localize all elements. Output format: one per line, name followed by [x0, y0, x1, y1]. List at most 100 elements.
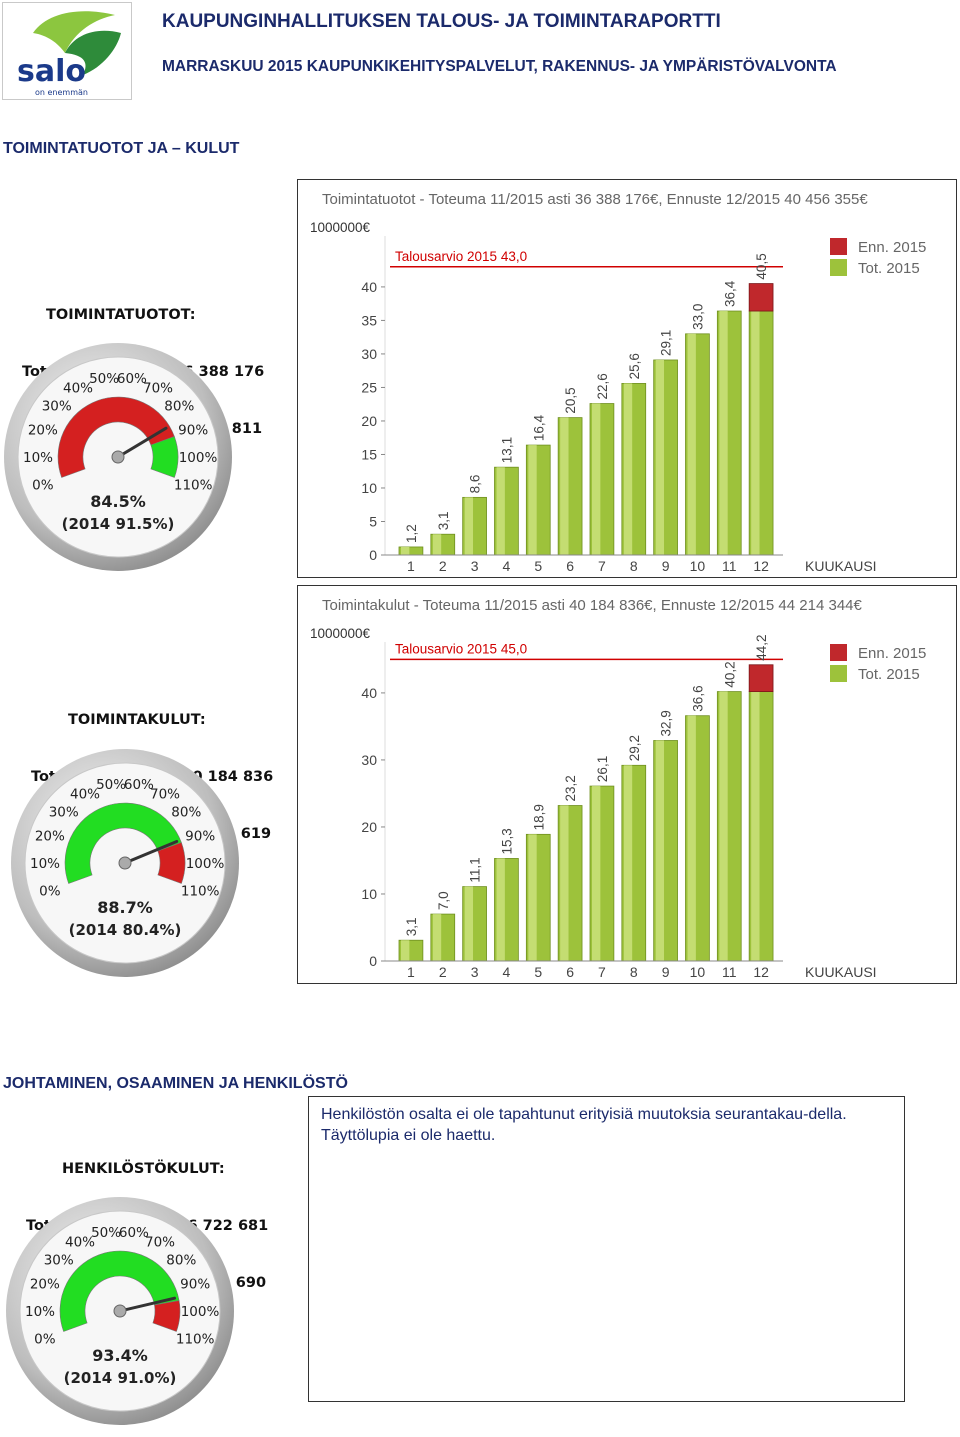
gauge-tick-label: 20%: [35, 829, 65, 845]
gauge-needle: [116, 426, 168, 459]
chart-x-tick-label: 12: [753, 558, 769, 574]
chart-y-tick-label: 40: [361, 685, 377, 701]
bar-value-label: 8,6: [468, 475, 483, 494]
chart-budget-label: Talousarvio 2015 43,0: [395, 249, 527, 264]
revenue-chart-frame: Toimintatuotot - Toteuma 11/2015 asti 36…: [297, 179, 957, 578]
gauge-needle: [123, 839, 179, 865]
legend-label: Enn. 2015: [858, 239, 926, 256]
bar-value-label: 36,6: [690, 685, 705, 711]
chart-y-tick-label: 20: [361, 413, 377, 429]
gauge-tick-label: 100%: [179, 450, 218, 466]
chart-title: Toimintatuotot - Toteuma 11/2015 asti 36…: [322, 191, 868, 208]
bar-highlight: [496, 467, 505, 555]
gauge-tick-label: 40%: [70, 787, 100, 803]
gauge-tick-label: 20%: [28, 423, 58, 439]
gauge-zone-0: [59, 1250, 180, 1332]
gauge-tick-label: 60%: [124, 777, 154, 793]
chart-y-tick-label: 10: [361, 480, 377, 496]
bar-value-label: 44,2: [754, 634, 769, 660]
chart-title: Toimintakulut - Toteuma 11/2015 asti 40 …: [322, 597, 863, 614]
logo-tagline: on enemmän: [35, 88, 88, 97]
gauge-tick-label: 100%: [186, 856, 225, 872]
bar-value-label: 23,2: [563, 775, 578, 801]
bar-highlight: [528, 445, 537, 555]
bar-forecast-12: [748, 283, 774, 312]
gauge-tick-label: 80%: [164, 399, 194, 415]
gauge-tick-label: 0%: [34, 1331, 56, 1347]
chart-x-tick-label: 2: [439, 558, 447, 574]
bar-value-label: 7,0: [436, 891, 451, 910]
bar-forecast-12: [748, 664, 774, 692]
bar-highlight: [592, 786, 601, 961]
chart-x-tick-label: 2: [439, 964, 447, 980]
legend-swatch: [830, 665, 847, 682]
section-heading-staff: JOHTAMINEN, OSAAMINEN JA HENKILÖSTÖ: [3, 1075, 348, 1092]
bar-highlight: [719, 691, 728, 961]
chart-budget-label: Talousarvio 2015 45,0: [395, 641, 527, 656]
bar-value-label: 22,6: [595, 373, 610, 399]
salo-logo: salo on enemmän: [2, 2, 132, 100]
gauge-tick-label: 110%: [174, 477, 213, 493]
gauge-tick-label: 20%: [30, 1277, 60, 1293]
chart-x-tick-label: 5: [534, 558, 542, 574]
expenses-chart-frame: Toimintakulut - Toteuma 11/2015 asti 40 …: [297, 585, 957, 984]
bar-value-label: 29,2: [627, 735, 642, 761]
chart-y-tick-label: 20: [361, 819, 377, 835]
gauge-zone-0: [57, 396, 175, 478]
gauge-tick-label: 110%: [176, 1331, 215, 1347]
chart-x-tick-label: 11: [722, 964, 737, 980]
gauge-tick-label: 30%: [49, 805, 79, 821]
section-heading-operations: TOIMINTATUOTOT JA – KULUT: [3, 140, 240, 157]
staff-note-text: Henkilöstön osalta ei ole tapahtunut eri…: [321, 1106, 847, 1144]
chart-x-tick-label: 10: [690, 964, 706, 980]
gauge-zone-0: [64, 802, 182, 884]
personnel-gauge: 0% 10% 20% 30% 40%50%60%70% 80% 90% 100% 110% 93.…: [6, 1197, 234, 1425]
chart-x-tick-label: 1: [407, 964, 415, 980]
bar-value-label: 3,1: [404, 917, 419, 936]
chart-y-tick-label: 0: [369, 953, 377, 969]
bar-highlight: [719, 311, 728, 555]
bar-value-label: 36,4: [722, 280, 737, 307]
bar-highlight: [623, 765, 633, 961]
gauge-tick-label: 90%: [185, 829, 215, 845]
gauge-tick-label: 80%: [171, 805, 201, 821]
gauge-tick-label: 50%: [89, 371, 119, 387]
gauge-tick-label: 100%: [181, 1304, 220, 1320]
bar-highlight: [401, 940, 410, 961]
bar-highlight: [496, 858, 505, 961]
bar-highlight: [655, 359, 665, 555]
chart-x-tick-label: 6: [566, 558, 574, 574]
chart-x-axis-label: KUUKAUSI: [805, 558, 877, 574]
gauge-hub: [118, 856, 132, 870]
bar-value-label: 25,6: [627, 353, 642, 379]
bar-highlight: [592, 403, 601, 555]
expenses-heading: TOIMINTAKULUT:: [68, 712, 206, 728]
chart-y-tick-label: 25: [361, 379, 377, 395]
gauge-tick-label: 10%: [25, 1304, 55, 1320]
bar-highlight: [464, 886, 474, 961]
chart-x-tick-label: 9: [662, 558, 670, 574]
chart-x-tick-label: 4: [503, 558, 511, 574]
personnel-heading: HENKILÖSTÖKULUT:: [62, 1161, 225, 1177]
gauge-tick-label: 40%: [65, 1235, 95, 1251]
chart-unit-label: 1000000€: [310, 220, 371, 235]
gauge-tick-label: 0%: [32, 477, 54, 493]
bar-value-label: 26,1: [595, 756, 610, 782]
bar-highlight: [687, 715, 696, 961]
bar-value-label: 15,3: [499, 828, 514, 854]
chart-y-tick-label: 35: [361, 312, 377, 328]
gauge-tick-label: 90%: [178, 423, 208, 439]
bar-highlight: [528, 834, 537, 961]
chart-x-tick-label: 3: [471, 558, 479, 574]
bar-value-label: 40,2: [722, 661, 737, 687]
chart-x-tick-label: 8: [630, 558, 638, 574]
report-title: KAUPUNGINHALLITUKSEN TALOUS- JA TOIMINTA…: [162, 11, 721, 32]
gauge-zone-1: [157, 842, 186, 884]
chart-x-tick-label: 1: [407, 558, 415, 574]
gauge-needle: [118, 1296, 177, 1313]
legend-label: Tot. 2015: [858, 666, 920, 683]
revenue-chart: Toimintatuotot - Toteuma 11/2015 asti 36…: [310, 191, 926, 574]
bar-value-label: 3,1: [436, 511, 451, 530]
chart-y-tick-label: 40: [361, 279, 377, 295]
gauge-previous-year-label: (2014 91.0%): [64, 1369, 177, 1387]
